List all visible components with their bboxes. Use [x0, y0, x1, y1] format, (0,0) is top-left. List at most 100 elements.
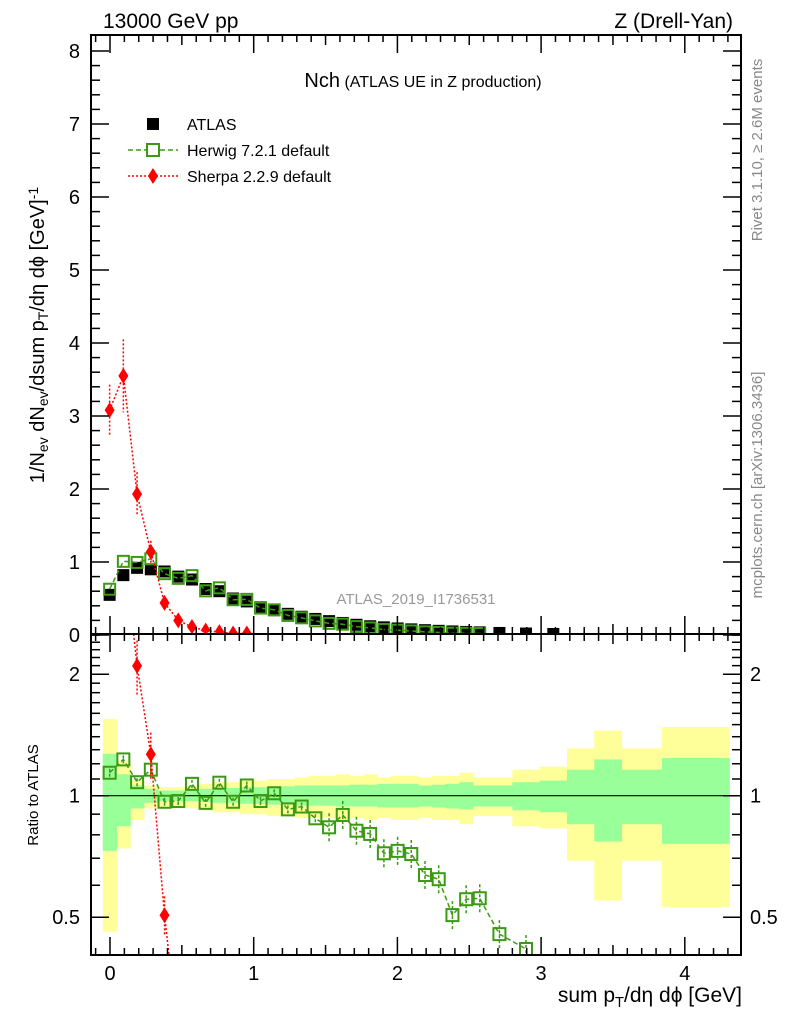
- ratio-band-inner: [566, 769, 595, 825]
- atlas-point: [418, 624, 431, 634]
- header-left: 13000 GeV pp: [103, 10, 238, 33]
- label-part: /dsum p: [27, 320, 49, 391]
- herwig-ratio-point: [472, 891, 487, 906]
- herwig-point: [254, 601, 268, 615]
- label-part: T: [35, 311, 51, 320]
- herwig-point: [267, 603, 281, 617]
- atlas-point: [336, 616, 349, 629]
- x-tick-label: 2: [392, 963, 403, 985]
- sherpa-point: [159, 594, 170, 611]
- herwig-ratio-point: [280, 802, 295, 817]
- herwig-point: [404, 624, 418, 634]
- ratio-band-inner: [621, 769, 663, 825]
- herwig-point: [130, 555, 144, 569]
- legend-marker-atlas: [147, 118, 159, 130]
- herwig-point: [103, 582, 117, 596]
- herwig-ratio-point: [130, 775, 145, 790]
- side-text-mcplots: mcplots.cern.ch [arXiv:1306.3436]: [749, 372, 766, 599]
- sherpa-point: [104, 402, 115, 419]
- herwig-ratio-point: [226, 794, 241, 809]
- herwig-point: [308, 614, 322, 628]
- herwig-ratio-point: [335, 807, 350, 822]
- x-tick-label: 0: [104, 963, 115, 985]
- atlas-point: [460, 625, 473, 634]
- watermark: ATLAS_2019_I1736531: [336, 591, 495, 608]
- sherpa-point: [214, 624, 225, 634]
- herwig-ratio-point: [404, 847, 419, 862]
- sherpa-ratio-point: [145, 746, 156, 763]
- legend: ATLAS Herwig 7.2.1 default Sherpa 2.2.9 …: [128, 117, 332, 186]
- atlas-point: [117, 569, 130, 582]
- herwig-ratio-point: [198, 795, 213, 810]
- legend-marker-herwig: [146, 143, 160, 157]
- herwig-ratio-point: [102, 765, 117, 780]
- y-axis-label: 1/Nev dNev/dsum pT/dη dϕ [GeV]-1: [25, 187, 51, 484]
- atlas-point: [254, 601, 267, 614]
- sherpa-ratio-point: [132, 657, 143, 674]
- label-part: /dη dϕ [GeV]: [27, 199, 49, 311]
- ratio-y-tick-label: 0.5: [52, 907, 80, 929]
- x-tick-label: 4: [679, 963, 690, 985]
- herwig-point: [418, 625, 432, 634]
- ratio-band-inner: [130, 785, 145, 809]
- sherpa-point: [132, 486, 143, 503]
- herwig-ratio-point: [157, 794, 172, 809]
- label-part: ev: [35, 391, 51, 406]
- herwig-ratio-point: [308, 811, 323, 826]
- herwig-ratio-point: [431, 872, 446, 887]
- herwig-ratio-point: [349, 823, 364, 838]
- sherpa-point: [145, 543, 156, 560]
- herwig-ratio-point: [239, 778, 254, 793]
- label-part: sum p: [558, 984, 615, 1007]
- label-part: -1: [25, 187, 41, 200]
- herwig-point: [336, 617, 350, 631]
- ratio-band-inner: [594, 759, 623, 842]
- header-right: Z (Drell-Yan): [614, 10, 733, 33]
- sherpa-point: [228, 625, 239, 634]
- atlas-point: [295, 610, 308, 623]
- axes: 0 1 2 3 4 0 1 2 3 4 5 6 7 8 0.5 0.5 1 1 2 2: [52, 34, 778, 985]
- y-tick-label: 8: [69, 41, 80, 63]
- legend-label-sherpa: Sherpa 2.2.9 default: [187, 169, 332, 186]
- herwig-point: [226, 593, 240, 607]
- herwig-ratio-point: [143, 762, 158, 777]
- legend-label-herwig: Herwig 7.2.1 default: [187, 143, 330, 160]
- ratio-band-inner: [539, 780, 568, 813]
- herwig-ratio-point: [417, 868, 432, 883]
- herwig-point: [349, 620, 363, 634]
- herwig-ratio-point: [390, 843, 405, 858]
- herwig-ratio-point: [253, 794, 268, 809]
- ratio-band-inner: [116, 774, 131, 827]
- label-part: ev: [35, 437, 51, 452]
- atlas-point: [144, 563, 157, 576]
- sherpa-line: [108, 375, 247, 634]
- herwig-point: [240, 592, 254, 606]
- ratio-y-tick-label-right: 1: [750, 786, 761, 808]
- y-tick-label: 5: [69, 260, 80, 282]
- ratio-y-tick-label-right: 2: [750, 664, 761, 686]
- herwig-ratio-point: [267, 786, 282, 801]
- label-part: 1/N: [27, 452, 49, 483]
- herwig-ratio-point: [363, 826, 378, 841]
- herwig-ratio-point: [116, 752, 131, 767]
- herwig-point: [212, 581, 226, 595]
- label-part: T: [615, 995, 624, 1011]
- herwig-ratio-point: [171, 794, 186, 809]
- herwig-ratio-point: [184, 776, 199, 791]
- y-tick-label: 6: [69, 187, 80, 209]
- y-tick-label: 4: [69, 333, 80, 355]
- herwig-point: [185, 569, 199, 583]
- atlas-point: [227, 592, 240, 605]
- herwig-ratio-point: [492, 927, 507, 942]
- ratio-y-tick-label-right: 0.5: [750, 907, 778, 929]
- data-marks: [102, 339, 560, 955]
- y-tick-label: 3: [69, 406, 80, 428]
- ratio-uncertainty-bands: [91, 718, 741, 932]
- herwig-ratio-point: [322, 820, 337, 835]
- atlas-point: [432, 624, 445, 634]
- sherpa-point: [118, 367, 129, 384]
- sherpa-ratio-point: [159, 907, 170, 924]
- ratio-panel-marks: [102, 634, 534, 955]
- sherpa-point: [173, 612, 184, 629]
